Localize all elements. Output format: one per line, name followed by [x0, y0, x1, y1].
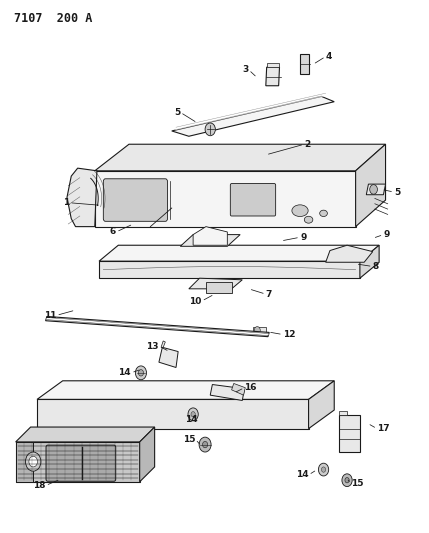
Text: 14: 14 [185, 415, 197, 424]
Polygon shape [16, 442, 33, 482]
Text: 15: 15 [183, 435, 195, 444]
Polygon shape [16, 442, 140, 482]
Polygon shape [67, 168, 97, 227]
Circle shape [136, 366, 147, 379]
Polygon shape [140, 427, 154, 482]
Text: 7107  200 A: 7107 200 A [14, 12, 92, 26]
Text: 10: 10 [189, 296, 202, 305]
Polygon shape [99, 245, 379, 261]
Text: 11: 11 [44, 311, 56, 320]
Text: 6: 6 [110, 228, 116, 237]
Text: 12: 12 [283, 330, 296, 339]
Polygon shape [172, 96, 334, 136]
Circle shape [205, 123, 215, 136]
Text: 14: 14 [118, 368, 131, 377]
Circle shape [25, 452, 41, 471]
Polygon shape [356, 144, 386, 227]
Text: 17: 17 [377, 424, 390, 433]
Circle shape [29, 456, 37, 467]
Polygon shape [253, 327, 266, 334]
Text: 18: 18 [33, 481, 45, 490]
Polygon shape [326, 245, 373, 262]
Circle shape [139, 369, 144, 376]
Polygon shape [161, 341, 165, 348]
Circle shape [188, 408, 198, 421]
Text: 3: 3 [242, 66, 249, 74]
Polygon shape [300, 54, 309, 74]
Text: 13: 13 [146, 342, 159, 351]
Circle shape [321, 467, 326, 472]
FancyBboxPatch shape [46, 445, 116, 481]
Polygon shape [16, 427, 154, 442]
Circle shape [199, 437, 211, 452]
Polygon shape [338, 415, 360, 451]
Polygon shape [338, 411, 347, 415]
Text: 4: 4 [326, 52, 332, 61]
Polygon shape [210, 384, 245, 400]
Text: 1: 1 [63, 198, 69, 207]
Polygon shape [366, 184, 386, 195]
Text: 8: 8 [373, 262, 379, 271]
Circle shape [254, 327, 260, 334]
Circle shape [202, 441, 208, 448]
Polygon shape [232, 383, 245, 395]
Text: 5: 5 [394, 188, 400, 197]
Polygon shape [193, 227, 227, 245]
Circle shape [370, 184, 378, 194]
Polygon shape [180, 235, 240, 246]
Circle shape [345, 478, 349, 483]
Polygon shape [308, 381, 334, 429]
Text: 7: 7 [266, 289, 272, 298]
Polygon shape [189, 278, 242, 289]
Text: 9: 9 [384, 230, 390, 239]
Ellipse shape [320, 210, 327, 216]
Polygon shape [37, 399, 308, 429]
Circle shape [318, 463, 329, 476]
Text: 2: 2 [304, 140, 311, 149]
Polygon shape [45, 317, 269, 337]
Polygon shape [95, 171, 356, 227]
Text: 9: 9 [300, 233, 306, 242]
Text: 15: 15 [351, 479, 364, 488]
Polygon shape [37, 381, 334, 399]
Ellipse shape [292, 205, 308, 216]
Polygon shape [99, 261, 360, 278]
FancyBboxPatch shape [103, 179, 167, 221]
Text: 14: 14 [296, 471, 308, 479]
Text: 5: 5 [174, 108, 180, 117]
Polygon shape [159, 348, 178, 368]
Polygon shape [360, 245, 379, 278]
Polygon shape [267, 63, 279, 67]
Polygon shape [95, 144, 386, 171]
Circle shape [191, 411, 195, 417]
FancyBboxPatch shape [230, 183, 276, 216]
Circle shape [342, 474, 352, 487]
Polygon shape [206, 282, 232, 293]
Ellipse shape [304, 216, 313, 223]
Polygon shape [266, 67, 280, 86]
Text: 16: 16 [245, 383, 257, 392]
